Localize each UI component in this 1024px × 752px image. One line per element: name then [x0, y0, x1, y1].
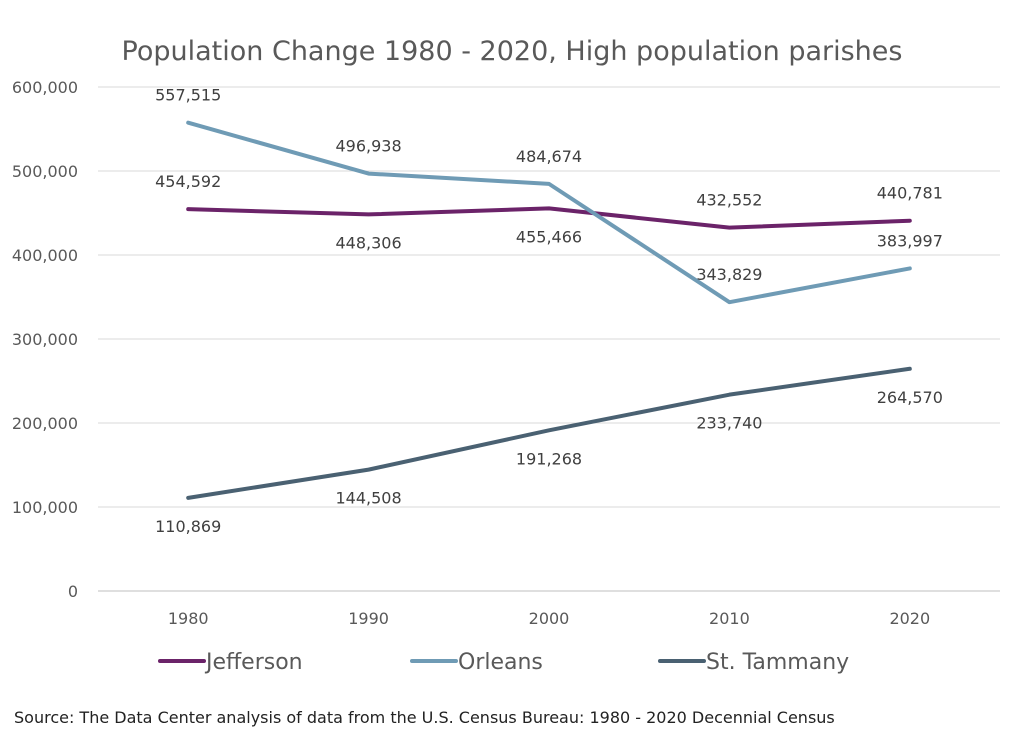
y-tick-label: 300,000 — [12, 330, 78, 349]
y-tick-label: 600,000 — [12, 78, 78, 97]
source-note: Source: The Data Center analysis of data… — [14, 708, 835, 727]
data-label: 496,938 — [336, 137, 402, 156]
data-label: 454,592 — [155, 172, 221, 191]
series-line-jefferson — [186, 206, 912, 230]
x-tick-label: 2000 — [529, 609, 570, 628]
chart-title: Population Change 1980 - 2020, High popu… — [122, 36, 903, 67]
y-tick-label: 0 — [68, 582, 78, 601]
series-line-orleans — [186, 120, 912, 305]
data-label: 343,829 — [696, 265, 762, 284]
y-tick-label: 200,000 — [12, 414, 78, 433]
data-label: 448,306 — [336, 233, 402, 252]
data-label: 484,674 — [516, 147, 582, 166]
data-labels: 454,592 448,306 455,466 432,552 440,781 557,5… — [155, 86, 943, 536]
x-axis: 1980 1990 2000 2010 2020 — [168, 609, 930, 628]
data-label: 557,515 — [155, 86, 221, 105]
data-label: 110,869 — [155, 517, 221, 536]
data-label: 455,466 — [516, 227, 582, 246]
x-tick-label: 2020 — [889, 609, 930, 628]
data-label: 383,997 — [877, 231, 943, 250]
legend-label: St. Tammany — [706, 650, 849, 675]
x-tick-label: 2010 — [709, 609, 750, 628]
x-tick-label: 1990 — [348, 609, 389, 628]
data-label: 233,740 — [696, 414, 762, 433]
y-tick-label: 100,000 — [12, 498, 78, 517]
grid — [98, 86, 1000, 592]
y-tick-label: 500,000 — [12, 162, 78, 181]
data-label: 432,552 — [696, 191, 762, 210]
legend-label: Jefferson — [204, 650, 303, 675]
series-line-st-tammany — [186, 366, 912, 500]
data-label: 264,570 — [877, 388, 943, 407]
data-label: 440,781 — [877, 184, 943, 203]
series-lines — [186, 120, 912, 500]
data-label: 191,268 — [516, 449, 582, 468]
x-tick-label: 1980 — [168, 609, 209, 628]
y-tick-label: 400,000 — [12, 246, 78, 265]
legend: Jefferson Orleans St. Tammany — [158, 650, 849, 675]
y-axis: 600,000 500,000 400,000 300,000 200,000 100,0… — [12, 78, 78, 601]
legend-label: Orleans — [458, 650, 543, 675]
data-label: 144,508 — [336, 489, 402, 508]
